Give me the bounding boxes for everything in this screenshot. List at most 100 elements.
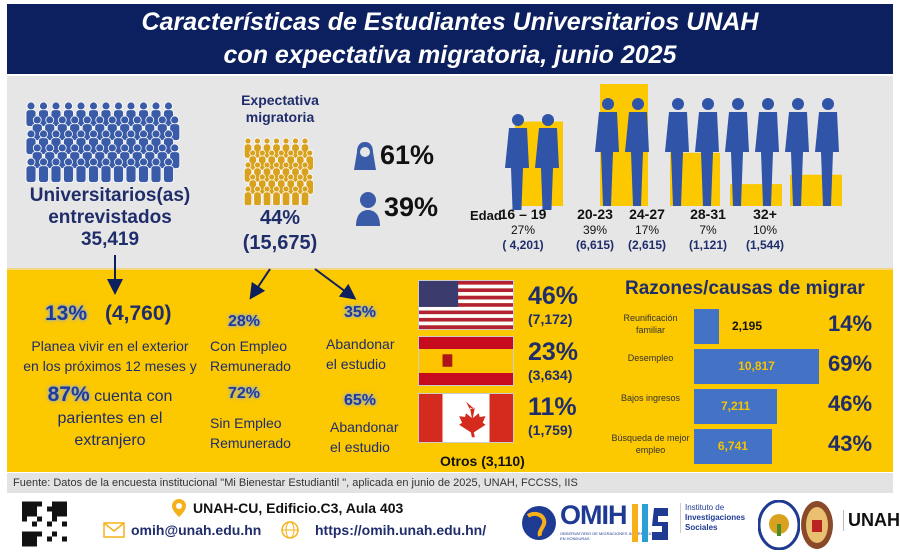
title-line-1: Características de Estudiantes Universit…	[141, 8, 759, 36]
unemployed-percent: 72%	[228, 385, 261, 402]
person-icon	[272, 185, 281, 205]
plans-text-line1: Planea vivir en el exterior	[31, 338, 189, 354]
person-icon	[138, 101, 149, 127]
reason-value: 7,211	[720, 399, 751, 413]
age-range: 32+	[753, 206, 777, 222]
person-icon	[25, 129, 37, 155]
reason-label: Reunificación familiar	[623, 313, 678, 335]
expectativa-label-line1: Expectativa	[241, 92, 319, 108]
title-line-2: con expectativa migratoria, junio 2025	[223, 41, 677, 69]
person-icon	[38, 157, 49, 183]
person-icon	[25, 157, 37, 183]
unemployed-abandon-line1: Abandonar	[330, 419, 399, 435]
reason-bar	[694, 429, 772, 464]
employed-abandon-percent: 35%	[344, 304, 377, 321]
person-icon	[253, 185, 262, 205]
arrows	[107, 255, 357, 300]
person-icon	[75, 157, 87, 183]
age-count: (1,121)	[688, 238, 728, 252]
person-silhouette-icon	[665, 98, 689, 206]
reason-bar	[694, 309, 720, 344]
person-icon	[75, 101, 87, 127]
plans-text-line2: en los próximos 12 meses y	[23, 358, 197, 374]
destination-percent: 23%	[528, 338, 579, 366]
reason-label: Búsqueda de mejor empleo	[611, 433, 690, 455]
iis-logo	[632, 504, 668, 542]
destination-percent: 11%	[528, 393, 577, 421]
website-link[interactable]: https://omih.unah.edu.hn/	[315, 522, 487, 538]
expectativa-values: 44% (15,675)	[225, 206, 335, 256]
source-note: Fuente: Datos de la encuesta institucion…	[7, 473, 893, 493]
expectativa-label: Expectativa migratoria	[225, 92, 335, 126]
person-icon	[291, 185, 300, 205]
age-count: ( 4,201)	[502, 238, 544, 252]
person-icon	[44, 115, 56, 141]
spain-flag-icon	[418, 336, 514, 386]
iis-line1: Instituto de	[685, 503, 725, 512]
person-icon	[125, 101, 137, 127]
plans-percent: 13%	[45, 302, 88, 325]
unemployed-line1: Sin Empleo	[210, 415, 282, 431]
destination-canada-flag: 11% (1,759)	[528, 393, 577, 438]
person-icon	[262, 185, 272, 205]
destination-count: (7,172)	[528, 311, 573, 327]
reason-value: 6,741	[717, 439, 748, 453]
total-label: Universitarios(as) entrevistados 35,419	[10, 185, 210, 251]
iis-line3: Sociales	[685, 523, 718, 532]
person-icon	[281, 185, 291, 205]
person-icon	[163, 129, 174, 155]
email-link[interactable]: omih@unah.edu.hn	[131, 522, 262, 538]
omih-logo-text: OMIH	[560, 500, 627, 530]
person-silhouette-icon	[625, 98, 649, 206]
reason-percent: 69%	[828, 351, 873, 376]
age-percent: 17%	[634, 223, 660, 237]
person-icon	[56, 143, 68, 169]
person-icon	[100, 157, 112, 183]
relatives-percent: 87%	[47, 383, 90, 406]
employed-abandon-line1: Abandonar	[326, 336, 395, 352]
person-icon	[125, 157, 137, 183]
person-icon	[88, 157, 99, 183]
employed-abandon-line2: el estudio	[326, 356, 386, 372]
arrow-icon	[314, 268, 357, 300]
person-icon	[50, 157, 62, 183]
person-icon	[150, 157, 162, 183]
employed-line1: Con Empleo	[210, 338, 288, 354]
person-icon	[163, 157, 174, 183]
age-count: (2,615)	[627, 238, 667, 252]
reason-bar	[694, 349, 819, 384]
reason-bar	[694, 389, 778, 424]
age-group: 28-31 7% (1,121)	[678, 206, 738, 252]
female-percent: 61%	[380, 140, 435, 170]
qr-code-icon[interactable]	[22, 500, 67, 548]
person-silhouette-icon	[595, 98, 619, 206]
person-icon	[169, 115, 181, 141]
reason-value: 10,817	[738, 359, 775, 373]
destination-count: (3,634)	[528, 367, 573, 383]
person-icon	[63, 157, 74, 183]
employed-percent: 28%	[228, 313, 261, 330]
female-icon	[354, 142, 376, 170]
iis-line2: Investigaciones	[685, 513, 746, 522]
person-icon	[44, 143, 56, 169]
crowd-icon	[25, 101, 181, 183]
expectativa-label-line2: migratoria	[245, 109, 315, 125]
expectativa-count: (15,675)	[242, 232, 318, 254]
canada-flag-icon	[418, 393, 514, 443]
total-label-line2: entrevistados	[48, 207, 172, 228]
others-count: Otros (3,110)	[440, 453, 525, 469]
person-silhouette-icon	[755, 98, 779, 206]
age-count: (1,544)	[745, 238, 785, 252]
person-icon	[25, 101, 37, 127]
reason-percent: 14%	[828, 311, 873, 336]
reason-label: Desempleo	[627, 353, 674, 363]
person-icon	[75, 129, 87, 155]
person-icon	[69, 115, 81, 141]
employed-line2: Remunerado	[210, 358, 291, 374]
age-range: 24-27	[629, 206, 665, 222]
person-icon	[300, 185, 310, 205]
address: UNAH-CU, Edificio.C3, Aula 403	[193, 500, 404, 516]
age-group: 20-23 39% (6,615)	[565, 206, 625, 252]
person-icon	[50, 129, 62, 155]
male-percent: 39%	[384, 192, 439, 222]
